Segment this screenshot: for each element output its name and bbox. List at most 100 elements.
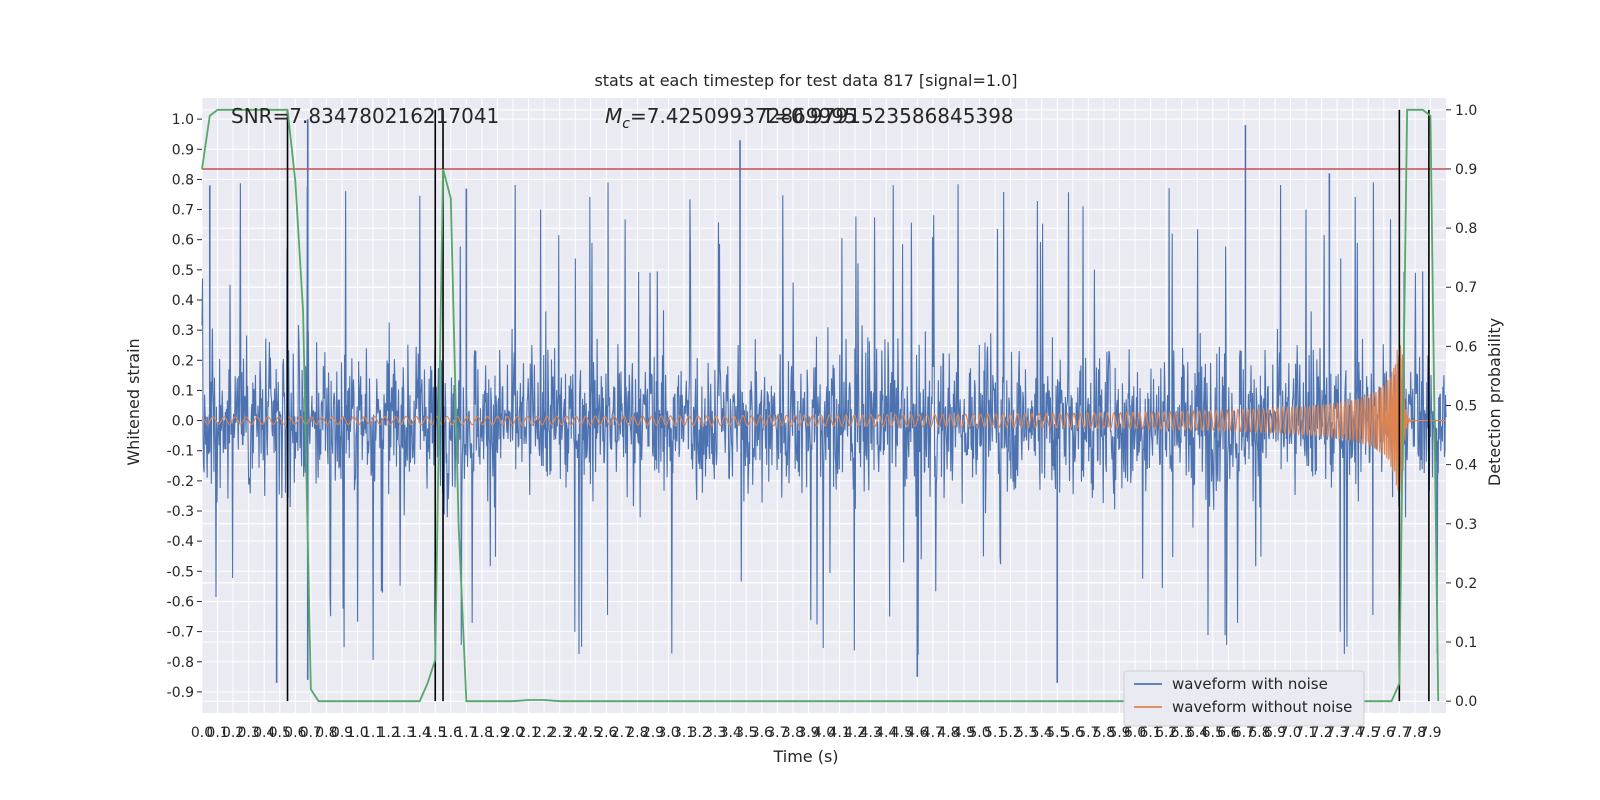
y-tick-label: 0.9 — [172, 142, 194, 158]
x-tick-label: 6.1 — [1139, 725, 1161, 741]
x-tick-label: 2.6 — [595, 725, 617, 741]
x-tick-label: 5.8 — [1093, 725, 1115, 741]
y2-axis-label: Detection probability — [1485, 318, 1504, 486]
x-tick-label: 6.7 — [1233, 725, 1255, 741]
x-tick-label: 3.4 — [720, 725, 742, 741]
legend: waveform with noise waveform without noi… — [1123, 670, 1365, 727]
y2-tick-label: 1.0 — [1455, 103, 1477, 119]
x-tick-label: 7.3 — [1326, 725, 1348, 741]
y-tick-label: 0.2 — [172, 353, 194, 369]
x-tick-label: 2.7 — [611, 725, 633, 741]
y2-tick-label: 0.6 — [1455, 339, 1477, 355]
x-tick-label: 4.7 — [922, 725, 944, 741]
x-tick-label: 6.0 — [1124, 725, 1146, 741]
x-tick-label: 0.2 — [222, 725, 244, 741]
y-tick-label: -0.1 — [167, 444, 194, 460]
y-tick-label: 1.0 — [172, 112, 194, 128]
x-tick-label: 5.3 — [1015, 725, 1037, 741]
x-tick-label: 1.2 — [377, 725, 399, 741]
x-tick-label: 7.8 — [1404, 725, 1426, 741]
x-tick-label: 7.6 — [1373, 725, 1395, 741]
y2-tick-label: 0.5 — [1455, 399, 1477, 415]
y-tick-label: -0.4 — [167, 534, 194, 550]
chart-title: stats at each timestep for test data 817… — [594, 71, 1017, 90]
x-tick-label: 5.1 — [984, 725, 1006, 741]
y-tick-label: -0.8 — [167, 655, 194, 671]
x-tick-label: 0.0 — [191, 725, 213, 741]
y2-tick-label: 0.3 — [1455, 517, 1477, 533]
x-tick-label: 0.5 — [269, 725, 291, 741]
y-tick-label: 0.0 — [172, 414, 194, 430]
x-tick-label: 1.1 — [362, 725, 384, 741]
x-tick-label: 1.8 — [471, 725, 493, 741]
x-tick-label: 7.4 — [1342, 725, 1364, 741]
x-tick-label: 6.9 — [1264, 725, 1286, 741]
x-tick-label: 3.3 — [704, 725, 726, 741]
x-tick-label: 5.0 — [968, 725, 990, 741]
y-tick-label: 0.3 — [172, 323, 194, 339]
axes: 0.00.10.20.30.40.50.60.70.80.91.01.11.21… — [167, 103, 1478, 741]
x-tick-label: 7.7 — [1388, 725, 1410, 741]
x-tick-label: 6.8 — [1248, 725, 1270, 741]
y2-tick-label: 0.4 — [1455, 458, 1477, 474]
y2-tick-label: 0.2 — [1455, 576, 1477, 592]
x-tick-label: 3.6 — [751, 725, 773, 741]
y-tick-label: 0.6 — [172, 233, 194, 249]
x-tick-label: 5.9 — [1108, 725, 1130, 741]
y-tick-label: 0.5 — [172, 263, 194, 279]
x-tick-label: 2.0 — [502, 725, 524, 741]
x-tick-label: 3.1 — [673, 725, 695, 741]
x-tick-label: 4.2 — [844, 725, 866, 741]
chirp-mass-value: =7.425099372869995 — [630, 104, 857, 128]
x-tick-label: 4.1 — [828, 725, 850, 741]
x-tick-label: 1.6 — [440, 725, 462, 741]
probability-line — [201, 108, 1440, 703]
y-tick-label: 0.8 — [172, 172, 194, 188]
x-tick-label: 3.2 — [688, 725, 710, 741]
x-tick-label: 7.2 — [1310, 725, 1332, 741]
x-tick-label: 0.4 — [253, 725, 275, 741]
x-tick-label: 6.3 — [1171, 725, 1193, 741]
chirp-mass-subscript: c — [622, 116, 630, 132]
x-tick-label: 3.9 — [797, 725, 819, 741]
x-tick-label: 0.9 — [331, 725, 353, 741]
x-tick-label: 2.3 — [549, 725, 571, 741]
t-annotation: T=0.9791523586845398 — [761, 104, 1014, 128]
legend-frame — [1123, 670, 1365, 727]
x-tick-label: 7.9 — [1419, 725, 1441, 741]
x-tick-label: 1.9 — [486, 725, 508, 741]
x-tick-label: 5.5 — [1046, 725, 1068, 741]
x-tick-label: 3.5 — [735, 725, 757, 741]
x-tick-label: 5.2 — [999, 725, 1021, 741]
x-tick-label: 4.0 — [813, 725, 835, 741]
x-tick-label: 4.3 — [860, 725, 882, 741]
x-tick-label: 7.0 — [1279, 725, 1301, 741]
x-tick-label: 2.8 — [626, 725, 648, 741]
x-tick-label: 6.4 — [1186, 725, 1208, 741]
noise-line — [201, 182, 1447, 660]
x-tick-label: 0.1 — [206, 725, 228, 741]
y2-tick-label: 0.7 — [1455, 280, 1477, 296]
x-tick-label: 4.6 — [906, 725, 928, 741]
x-tick-label: 3.7 — [766, 725, 788, 741]
y-tick-label: -0.2 — [167, 474, 194, 490]
y-tick-label: -0.3 — [167, 504, 194, 520]
chirp-mass-annotation: Mc=7.425099372869995 — [605, 104, 857, 132]
chirp-mass-symbol: M — [605, 104, 622, 128]
x-tick-label: 5.6 — [1062, 725, 1084, 741]
x-tick-label: 6.5 — [1202, 725, 1224, 741]
x-tick-label: 0.3 — [238, 725, 260, 741]
x-tick-label: 4.5 — [891, 725, 913, 741]
x-tick-label: 3.0 — [657, 725, 679, 741]
y-tick-label: 0.7 — [172, 203, 194, 219]
x-tick-label: 3.8 — [782, 725, 804, 741]
y-tick-label: 0.4 — [172, 293, 194, 309]
y2-tick-label: 0.0 — [1455, 694, 1477, 710]
snr-annotation: SNR=7.834780216217041 — [231, 104, 499, 128]
y2-tick-label: 0.8 — [1455, 221, 1477, 237]
x-tick-label: 2.9 — [642, 725, 664, 741]
x-tick-label: 5.4 — [1031, 725, 1053, 741]
y-tick-label: -0.5 — [167, 564, 194, 580]
y-tick-label: -0.9 — [167, 685, 194, 701]
